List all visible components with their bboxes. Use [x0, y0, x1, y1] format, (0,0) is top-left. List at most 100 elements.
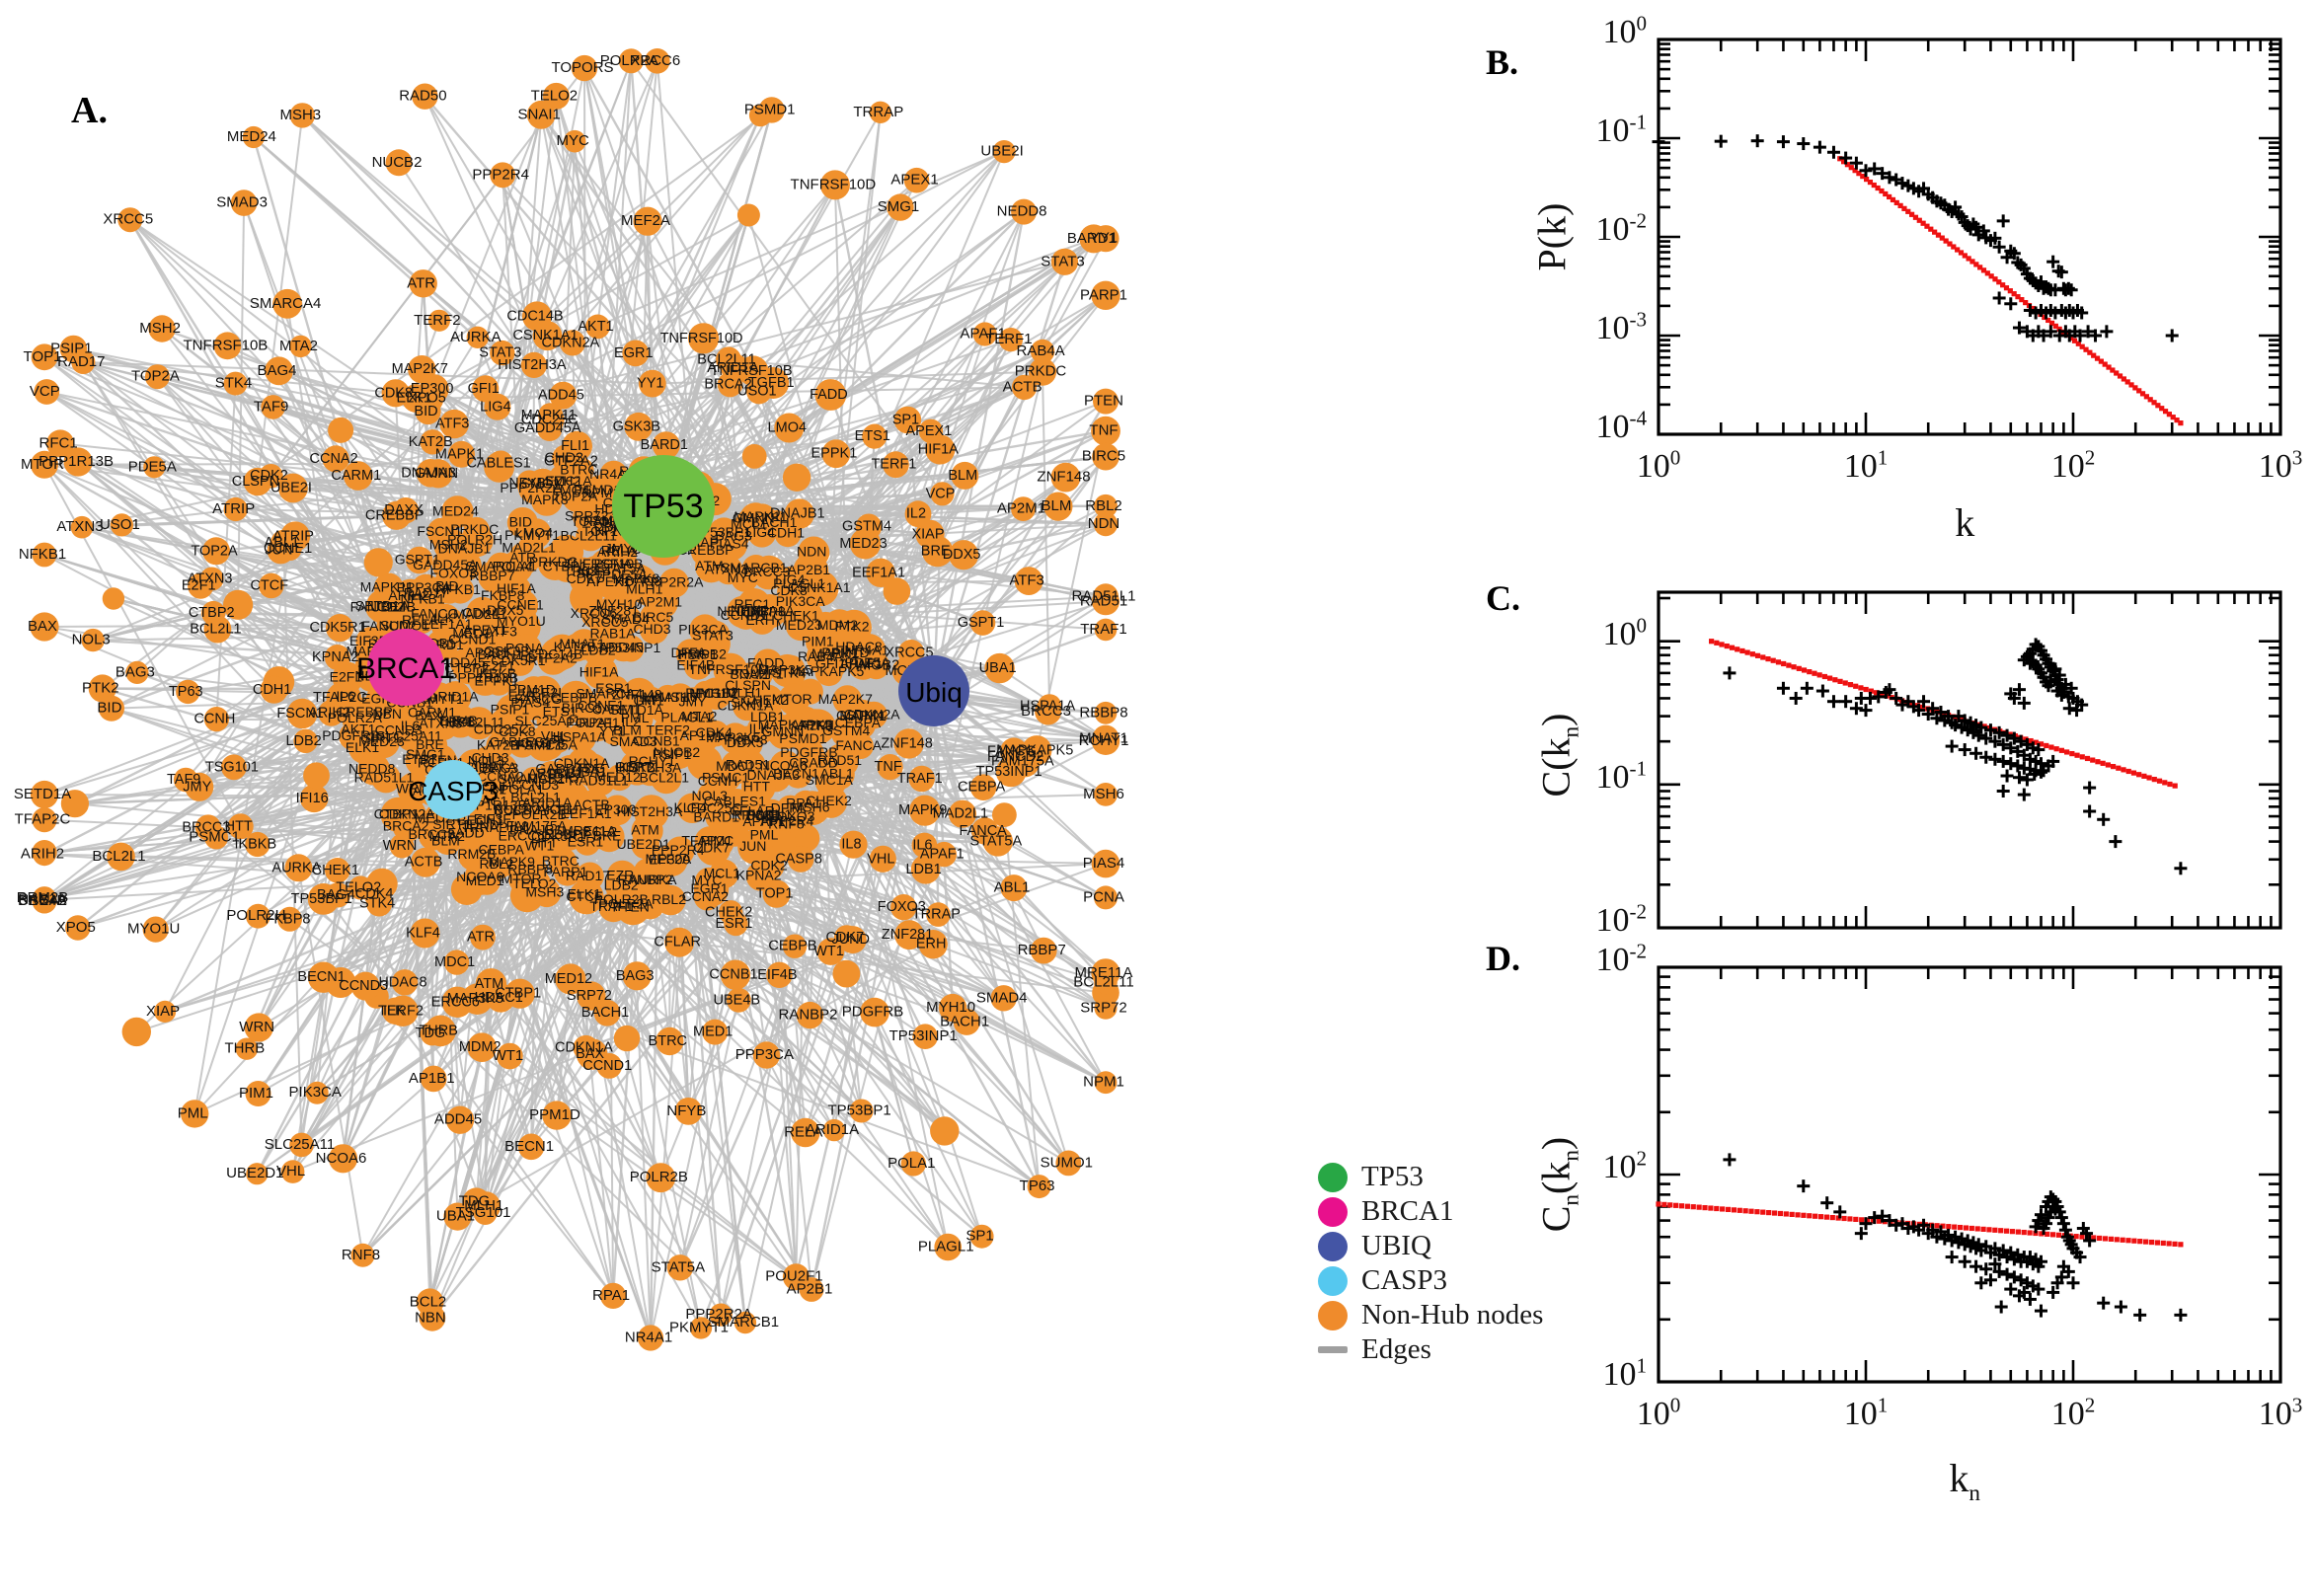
network-node-label: CEBPB — [768, 939, 816, 954]
network-hub-label-casp3: CASP3 — [408, 776, 499, 806]
x-tick-0: 100 — [1637, 448, 1681, 486]
network-node-label: VHL — [867, 851, 894, 867]
network-node-label: PSMC1 — [702, 769, 749, 785]
network-node-label: CTCF — [250, 577, 288, 593]
network-node-label: MYH10 — [689, 685, 735, 701]
network-node-label: RELA — [402, 612, 438, 628]
network-node-label: CTBP2 — [189, 605, 235, 621]
network-node-label: RBBP7 — [1018, 942, 1066, 958]
network-node-label: GSK3B — [613, 418, 660, 434]
network-node-label: ATXN3 — [56, 518, 103, 535]
panel-b-ylabel: P(k) — [1529, 203, 1576, 271]
legend-item-label: UBIQ — [1361, 1230, 1431, 1262]
network-node-label: TP53INP1 — [889, 1027, 958, 1044]
network-node-label: TP63 — [1020, 1178, 1055, 1194]
network-node-label: BLM — [948, 468, 977, 484]
axis-ticks — [1659, 967, 2280, 1382]
network-node-label: SMG1 — [521, 475, 561, 491]
network-node-label: CDH1 — [253, 682, 291, 698]
data-points[interactable] — [1723, 638, 2187, 874]
network-node[interactable] — [833, 960, 861, 988]
network-node[interactable] — [930, 1116, 959, 1145]
network-node-label: NDN — [1088, 515, 1120, 532]
x-tick-3: 103 — [2259, 448, 2303, 486]
network-hub-label-tp53: TP53 — [623, 488, 703, 525]
network-node-label: LIG4 — [480, 399, 510, 415]
panel-b-label: B. — [1486, 41, 1518, 83]
network-node-label: MED24 — [432, 503, 479, 519]
network-node-label: ESR1 — [715, 916, 752, 932]
network-node[interactable] — [884, 577, 911, 605]
network-node-label: CTBP1 — [374, 805, 419, 821]
plot-frame — [1659, 39, 2280, 434]
network-node-label: PIM1 — [802, 633, 834, 648]
network-node-label: SLC25A11 — [376, 728, 442, 744]
network-node-label: PLAGL1 — [660, 710, 713, 725]
network-node-label: CCNB1 — [709, 967, 757, 983]
network-node[interactable] — [742, 444, 767, 469]
panel-c-plot[interactable] — [1461, 553, 2316, 967]
network-node-label: ARIH2 — [21, 845, 64, 862]
x-tick-2: 102 — [2051, 1396, 2096, 1433]
network-node-label: AP2B1 — [787, 1281, 833, 1298]
network-node-label: FADD — [810, 387, 848, 403]
network-node-label: BARD1 — [1067, 230, 1117, 247]
network-node[interactable] — [103, 587, 124, 609]
y-tick--1: 10-1 — [1595, 113, 1647, 150]
network-node-label: NBN — [415, 1309, 446, 1326]
network-node-label: NFKB1 — [19, 546, 66, 563]
network-node-label: FADD — [447, 825, 484, 841]
data-points[interactable] — [1653, 134, 2179, 342]
network-node-label: MAPK1 — [435, 446, 484, 462]
network-node-label: PCNA — [505, 641, 545, 656]
network-node-label: ZNF148 — [881, 735, 932, 751]
network-node-label: TELO2 — [531, 87, 579, 104]
network-node-label: CDKN1A — [555, 1040, 613, 1056]
legend-dot-icon — [1318, 1197, 1348, 1227]
network-node[interactable] — [303, 762, 330, 789]
y-tick-top--2: 10-2 — [1595, 942, 1647, 979]
network-graph[interactable]: ABL1ACTBADD45AKT1APAF1APEX1ARID1AARIH2AT… — [0, 0, 1461, 1591]
network-node[interactable] — [122, 1018, 151, 1046]
network-node-label: AURKA — [450, 329, 502, 345]
network-node-label: RANBP2 — [778, 1007, 837, 1024]
y-tick--1: 10-1 — [1595, 759, 1647, 797]
network-node-label: SMARCB1 — [721, 560, 788, 575]
network-node-label: NCOA6 — [760, 757, 808, 773]
network-node-label: NEDD8 — [348, 760, 396, 776]
panel-d-plot[interactable] — [1461, 928, 2316, 1591]
network-node-label: BCL2L1 — [92, 848, 145, 865]
network-node-label: PPP3CA — [397, 579, 452, 595]
network-node-label: BACH1 — [940, 1013, 989, 1029]
y-tick-1: 101 — [1602, 1356, 1647, 1394]
network-node-label: RAD17 — [566, 868, 610, 883]
network-node-label: MAD2L1 — [453, 606, 507, 622]
network-node-label: MSH2 — [139, 320, 181, 337]
network-node-label: EIF4B — [757, 967, 797, 983]
network-node[interactable] — [737, 204, 760, 227]
network-node-label: EIF4B — [439, 713, 478, 728]
network-node-label: PTEN — [613, 899, 650, 915]
network-node-label: GFI1 — [468, 381, 500, 397]
network-node-label: XIAP — [146, 1003, 180, 1020]
network-node-label: WRN — [239, 1019, 274, 1035]
network-node[interactable] — [614, 1026, 640, 1051]
network-node-label: BLM — [1041, 497, 1071, 514]
network-node-label: UBA1 — [436, 1208, 475, 1225]
network-node-label: CASP8 — [775, 851, 822, 867]
network-node-label: ADD45 — [434, 1111, 482, 1128]
network-node[interactable] — [328, 418, 353, 443]
network-node-label: MYO1U — [127, 921, 180, 938]
network-node-label: TP63 — [169, 684, 203, 700]
network-node-label: KPNA2 — [736, 868, 782, 883]
network-node[interactable] — [783, 464, 811, 492]
panel-b-plot[interactable] — [1461, 0, 2316, 553]
network-node[interactable] — [364, 548, 393, 576]
network-node-label: RFC1 — [734, 596, 771, 612]
network-node-label: SMAD4 — [602, 611, 650, 627]
network-node-label: MTOR — [772, 691, 812, 707]
network-node-label: ESR1 — [568, 834, 604, 850]
network-node-label: DDX5 — [943, 547, 981, 563]
network-node-label: MED12 — [545, 971, 592, 987]
